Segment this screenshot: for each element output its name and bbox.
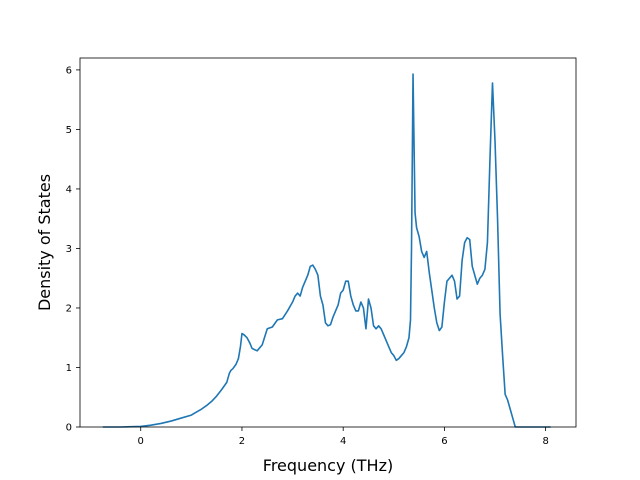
y-tick-label: 3 (66, 244, 72, 255)
x-axis-label: Frequency (THz) (263, 456, 393, 475)
dos-series-line (102, 73, 551, 428)
x-tick-label: 6 (441, 436, 447, 447)
x-tick-label: 8 (542, 436, 548, 447)
y-axis-ticks: 0 1 2 3 4 5 6 (66, 65, 80, 434)
y-tick-label: 5 (66, 125, 72, 136)
y-tick-label: 1 (66, 363, 72, 374)
plot-area (102, 73, 551, 428)
y-axis-label: Density of States (35, 174, 54, 311)
x-axis-ticks: 0 2 4 6 8 (138, 427, 549, 447)
axes-frame (79, 57, 577, 428)
y-tick-label: 4 (66, 184, 72, 195)
y-tick-label: 0 (66, 423, 72, 434)
x-tick-label: 0 (138, 436, 144, 447)
y-tick-label: 6 (66, 65, 72, 76)
y-tick-label: 2 (66, 303, 72, 314)
x-tick-label: 4 (340, 436, 346, 447)
x-tick-label: 2 (239, 436, 245, 447)
